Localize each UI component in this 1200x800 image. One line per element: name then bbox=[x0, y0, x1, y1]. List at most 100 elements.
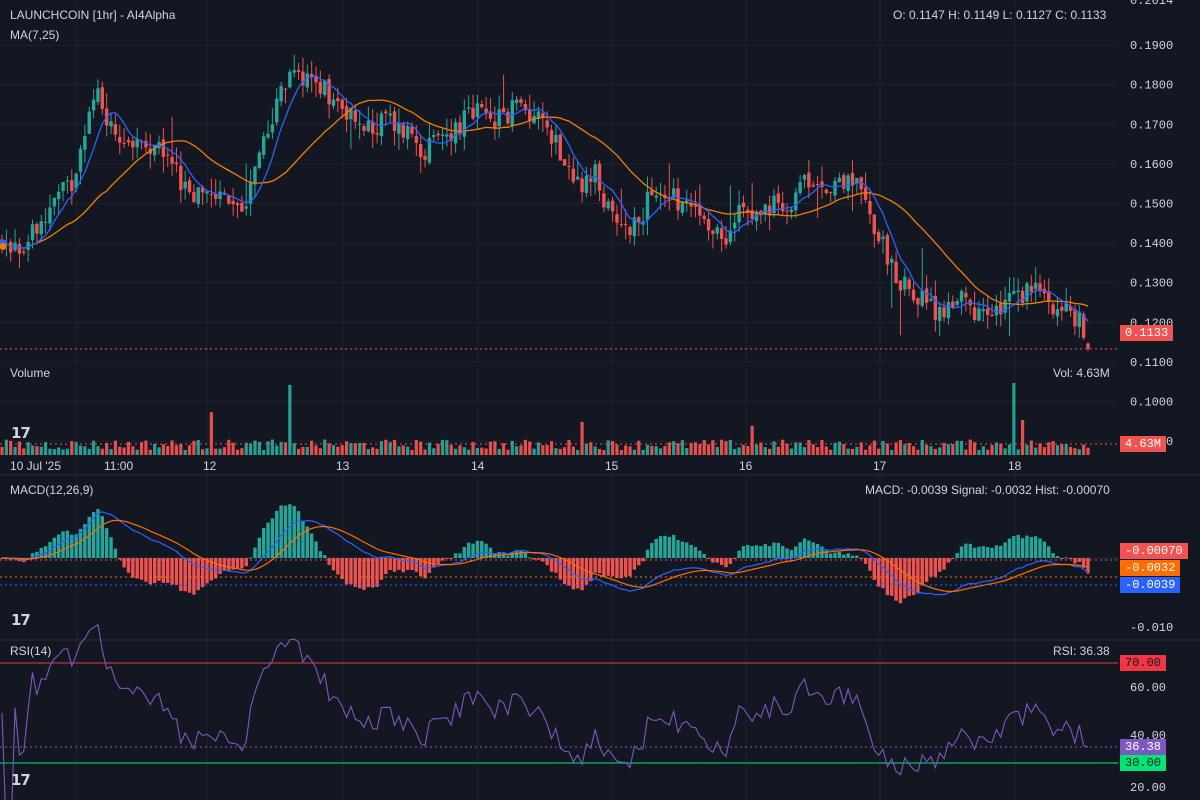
candle-body bbox=[78, 148, 83, 172]
macd-axis-label: -0.010 bbox=[1130, 621, 1174, 635]
macd-hist-bar bbox=[567, 558, 571, 586]
volume-bar bbox=[1060, 444, 1064, 455]
volume-bar bbox=[611, 441, 615, 455]
macd-hist-bar bbox=[270, 518, 275, 558]
candle-body bbox=[514, 99, 519, 104]
volume-bar bbox=[1055, 445, 1060, 455]
macd-hist-bar bbox=[833, 552, 837, 558]
volume-bar bbox=[91, 440, 96, 455]
macd-hist-bar bbox=[126, 558, 131, 573]
candle-body bbox=[510, 100, 514, 126]
candle-body bbox=[253, 166, 257, 185]
candle-body bbox=[1055, 309, 1060, 317]
volume-bar bbox=[711, 440, 715, 455]
volume-bar bbox=[846, 448, 850, 455]
macd-label[interactable]: MACD(12,26,9) bbox=[10, 483, 94, 497]
volume-bar bbox=[645, 444, 650, 455]
macd-hist-bar bbox=[200, 558, 205, 588]
candle-body bbox=[353, 110, 357, 122]
volume-bar bbox=[881, 440, 885, 455]
volume-bar bbox=[580, 421, 584, 455]
volume-bar bbox=[1047, 442, 1051, 455]
candle-body bbox=[645, 191, 650, 220]
candle-body bbox=[301, 71, 305, 86]
macd-hist-bar bbox=[56, 534, 61, 558]
volume-bar bbox=[959, 440, 964, 455]
volume-bar bbox=[750, 425, 754, 455]
volume-bar bbox=[911, 446, 916, 455]
time-axis-tick: 11:00 bbox=[104, 459, 133, 473]
volume-bar bbox=[397, 446, 401, 455]
volume-bar bbox=[288, 384, 292, 455]
candle-body bbox=[1073, 309, 1077, 327]
candle-body bbox=[506, 111, 510, 124]
candle-body bbox=[850, 172, 855, 186]
volume-bar bbox=[161, 444, 165, 455]
macd-hist-bar bbox=[462, 546, 467, 558]
volume-bar bbox=[388, 442, 392, 455]
candle-body bbox=[628, 227, 632, 235]
candle-body bbox=[920, 290, 924, 306]
volume-bar bbox=[305, 447, 309, 455]
macd-hist-bar bbox=[471, 543, 475, 558]
volume-bar bbox=[52, 449, 56, 455]
macd-hist-bar bbox=[741, 546, 746, 558]
macd-hist-bar bbox=[798, 542, 802, 558]
macd-hist-bar bbox=[1077, 558, 1081, 563]
macd-hist-bar bbox=[999, 545, 1003, 558]
volume-bar bbox=[768, 448, 772, 455]
volume-bar bbox=[192, 440, 196, 455]
candle-body bbox=[741, 202, 746, 208]
macd-hist-bar bbox=[606, 558, 610, 576]
candle-body bbox=[1012, 290, 1016, 294]
candle-body bbox=[637, 217, 641, 223]
volume-bar bbox=[890, 449, 894, 455]
macd-hist-bar bbox=[654, 538, 658, 558]
volume-bar bbox=[432, 448, 436, 455]
macd-hist-bar bbox=[122, 558, 126, 568]
volume-bar bbox=[584, 443, 589, 455]
macd-hist-bar bbox=[780, 545, 785, 558]
macd-hist-bar bbox=[929, 558, 933, 577]
volume-bar bbox=[262, 449, 266, 455]
volume-value-tag: 4.63M bbox=[1120, 436, 1167, 452]
volume-bar bbox=[506, 449, 510, 455]
volume-bar bbox=[57, 447, 61, 455]
candle-body bbox=[676, 188, 680, 211]
candle-body bbox=[279, 86, 283, 102]
candle-body bbox=[161, 139, 166, 157]
volume-bar bbox=[61, 449, 65, 455]
volume-bar bbox=[139, 442, 144, 455]
ma-indicator-label[interactable]: MA(7,25) bbox=[10, 28, 60, 42]
candle-body bbox=[266, 133, 270, 138]
candle-body bbox=[715, 227, 719, 234]
candle-body bbox=[523, 103, 528, 111]
macd-hist-bar bbox=[388, 558, 392, 571]
macd-hist-bar bbox=[693, 546, 698, 558]
volume-bar bbox=[842, 444, 846, 455]
volume-bar bbox=[999, 443, 1003, 455]
candle-body bbox=[384, 111, 388, 114]
candle-body bbox=[13, 242, 17, 251]
macd-hist-bar bbox=[61, 531, 65, 558]
volume-label[interactable]: Volume bbox=[10, 366, 51, 380]
rsi-axis-label-60: 60.00 bbox=[1130, 681, 1167, 695]
volume-bar bbox=[894, 442, 898, 455]
macd-hist-bar bbox=[375, 558, 379, 587]
volume-bar bbox=[807, 440, 811, 455]
macd-hist-bar bbox=[828, 553, 833, 558]
macd-hist-bar bbox=[506, 555, 510, 558]
macd-hist-bar bbox=[759, 546, 763, 558]
candle-body bbox=[314, 75, 318, 83]
candle-body bbox=[257, 152, 262, 168]
macd-hist-bar bbox=[658, 536, 663, 558]
rsi-label[interactable]: RSI(14) bbox=[10, 644, 52, 658]
candle-body bbox=[580, 178, 584, 193]
candle-body bbox=[235, 203, 240, 206]
candle-body bbox=[763, 204, 767, 215]
volume-bar bbox=[981, 446, 985, 455]
rsi-axis-label-20: 20.00 bbox=[1130, 781, 1167, 795]
volume-bar bbox=[1034, 447, 1038, 455]
